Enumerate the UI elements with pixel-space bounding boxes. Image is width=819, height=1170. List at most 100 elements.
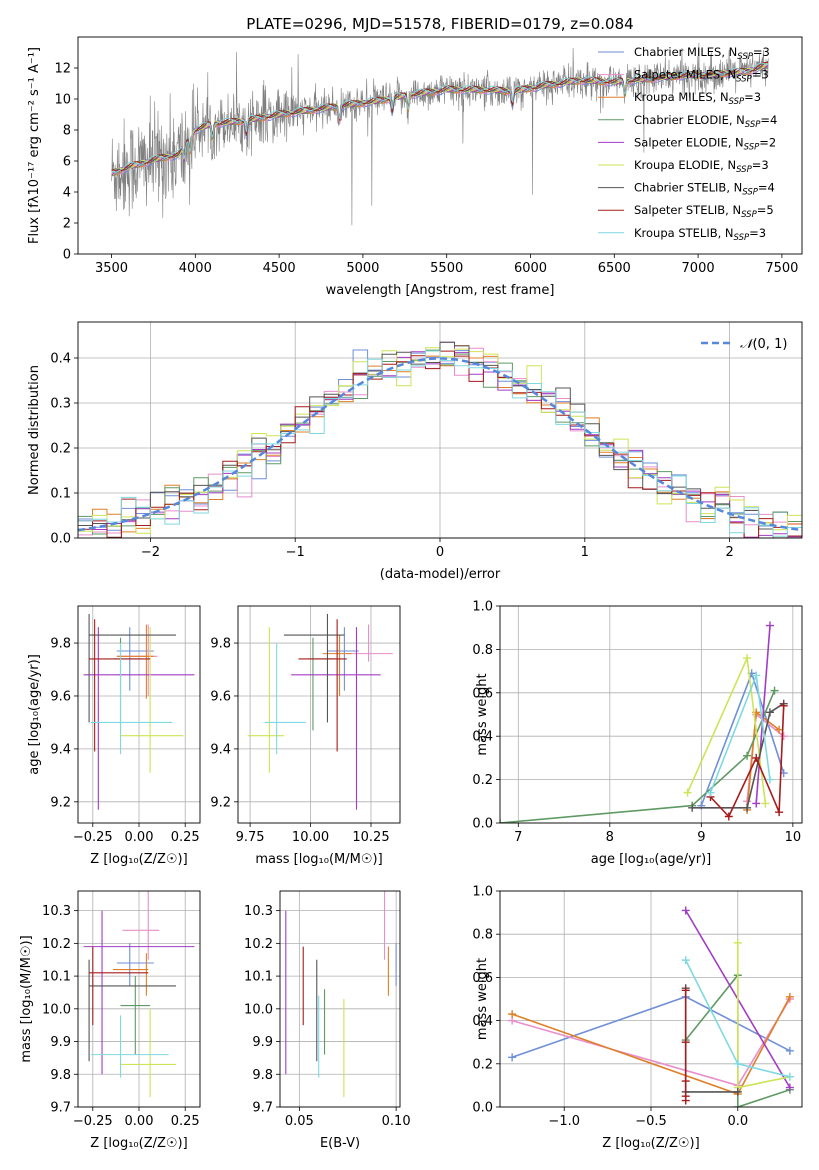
y-tick-label: 9.2 xyxy=(50,795,71,810)
y-axis-label: age [log₁₀(age/yr)] xyxy=(27,654,42,775)
x-tick-label: −2 xyxy=(141,545,160,560)
x-tick-label: 10.00 xyxy=(292,830,329,845)
x-tick-label: −0.25 xyxy=(73,830,113,845)
legend-label: Salpeter MILES, NSSP=3 xyxy=(634,68,769,85)
axes-frame xyxy=(77,36,803,255)
y-tick-label: 9.4 xyxy=(50,742,71,757)
legend-label: Kroupa MILES, NSSP=3 xyxy=(634,90,761,107)
weight-point-marker xyxy=(770,686,779,695)
x-tick-label: 9 xyxy=(697,830,705,845)
x-axis-label: Z [log₁₀(Z/Z☉)] xyxy=(90,852,187,867)
x-axis-label: Z [log₁₀(Z/Z☉)] xyxy=(90,1136,187,1151)
y-tick-label: 0.3 xyxy=(50,397,71,412)
legend-label: Kroupa STELIB, NSSP=3 xyxy=(634,226,766,243)
x-tick-label: 0.10 xyxy=(382,1114,411,1129)
axes-frame xyxy=(499,890,803,1108)
y-tick-label: 10.0 xyxy=(244,1002,273,1017)
y-tick-label: 9.4 xyxy=(210,742,231,757)
x-axis-label: mass [log₁₀(M/M☉)] xyxy=(255,852,382,867)
x-tick-label: −1 xyxy=(286,545,305,560)
y-tick-label: 9.9 xyxy=(50,1035,71,1050)
weight-point-marker xyxy=(752,799,761,808)
normal-curve-line xyxy=(78,357,800,532)
chart-panels: 3500 4000 4500 5000 5500 6000 6500 7000 7500 0 2 4 6… xyxy=(19,36,803,1151)
x-tick-label: 9.75 xyxy=(236,830,265,845)
y-tick-label: 10.2 xyxy=(42,937,71,952)
spectrum-plot xyxy=(111,42,769,226)
y-tick-label: 9.7 xyxy=(50,1101,71,1116)
x-tick-label: 8 xyxy=(606,830,614,845)
x-axis-label: E(B-V) xyxy=(320,1136,360,1151)
weight-point-marker xyxy=(681,986,690,995)
y-tick-label: 9.8 xyxy=(252,1068,273,1083)
x-tick-label: 0 xyxy=(436,545,444,560)
legend-label: Salpeter ELODIE, NSSP=2 xyxy=(634,135,776,152)
y-tick-label: 0.4 xyxy=(50,352,71,367)
x-axis-label: Z [log₁₀(Z/Z☉)] xyxy=(602,1136,699,1151)
weight-point-marker xyxy=(508,1053,517,1062)
y-tick-label: 9.6 xyxy=(50,689,71,704)
weight-point-marker xyxy=(785,1072,794,1081)
weight-point-marker xyxy=(779,701,788,710)
x-tick-label: 6500 xyxy=(598,261,631,276)
x-tick-label: 0.05 xyxy=(285,1114,314,1129)
x-tick-label: 10.25 xyxy=(352,830,389,845)
x-tick-label: 1 xyxy=(581,545,589,560)
y-tick-label: 9.6 xyxy=(210,689,231,704)
spectrum-legend: Chabrier MILES, NSSP=3 Salpeter MILES, NS… xyxy=(598,45,777,243)
figure-title: PLATE=0296, MJD=51578, FIBERID=0179, z=0… xyxy=(246,15,633,33)
y-axis-label: Normed distribution xyxy=(27,365,42,495)
y-tick-label: 10.1 xyxy=(42,970,71,985)
y-tick-label: 0.0 xyxy=(50,532,71,547)
x-tick-label: 7000 xyxy=(682,261,715,276)
y-tick-label: 1.0 xyxy=(472,885,493,900)
x-tick-label: −0.25 xyxy=(73,1114,113,1129)
weight-point-marker xyxy=(681,1077,690,1086)
weight-point-marker xyxy=(765,775,774,784)
x-tick-label: 4000 xyxy=(179,261,212,276)
y-tick-label: 0.6 xyxy=(472,971,493,986)
weight-point-marker xyxy=(688,803,697,812)
x-tick-label: 3500 xyxy=(95,261,128,276)
weight-point-marker xyxy=(733,938,742,947)
age-Z-plot xyxy=(83,613,195,810)
x-tick-label: 0.25 xyxy=(171,830,200,845)
weight-point-marker xyxy=(733,1103,742,1107)
histogram-step-line xyxy=(78,350,802,537)
weight-age-plot xyxy=(500,621,788,823)
y-tick-label: 0 xyxy=(63,248,71,263)
y-tick-label: 0.8 xyxy=(472,928,493,943)
weight-point-marker xyxy=(779,732,788,741)
x-tick-label: 10 xyxy=(785,830,802,845)
weight-Z-plot xyxy=(508,906,794,1107)
y-tick-label: 0.0 xyxy=(472,1101,493,1116)
weight-point-marker xyxy=(775,725,784,734)
y-axis-label: mass [log₁₀(M/M☉)] xyxy=(19,935,34,1062)
x-tick-label: 7 xyxy=(514,830,522,845)
weight-point-marker xyxy=(733,1059,742,1068)
legend-label: Chabrier MILES, NSSP=3 xyxy=(634,45,770,62)
y-tick-label: 9.8 xyxy=(210,637,231,652)
age-mass-axes: 9.75 10.00 10.25 9.2 9.4 9.6 9.8 mass [log₁₀(M/… xyxy=(210,605,401,867)
y-tick-label: 0.0 xyxy=(472,817,493,832)
x-axis-label: (data-model)/error xyxy=(380,567,501,582)
weight-point-marker xyxy=(706,788,715,797)
x-axis-label: age [log₁₀(age/yr)] xyxy=(591,852,712,867)
weight-series-line xyxy=(755,625,771,804)
residuals-plot xyxy=(78,341,802,538)
weight-point-marker xyxy=(681,1096,690,1105)
x-tick-label: 0.00 xyxy=(125,1114,154,1129)
weight-point-marker xyxy=(681,956,690,965)
legend-label: Chabrier STELIB, NSSP=4 xyxy=(634,181,775,198)
legend-label: 𝒩(0, 1) xyxy=(740,337,787,352)
y-tick-label: 0.2 xyxy=(472,1057,493,1072)
x-axis-label: wavelength [Angstrom, rest frame] xyxy=(326,283,555,298)
weight-point-marker xyxy=(681,1038,690,1047)
x-tick-label: 0.25 xyxy=(171,1114,200,1129)
weight-point-marker xyxy=(775,808,784,817)
y-tick-label: 9.8 xyxy=(50,1068,71,1083)
weight-point-marker xyxy=(724,812,733,821)
model-spectrum-line xyxy=(111,65,769,175)
x-tick-label: 0.0 xyxy=(727,1114,748,1129)
y-axis-label: mass weight xyxy=(475,673,490,755)
